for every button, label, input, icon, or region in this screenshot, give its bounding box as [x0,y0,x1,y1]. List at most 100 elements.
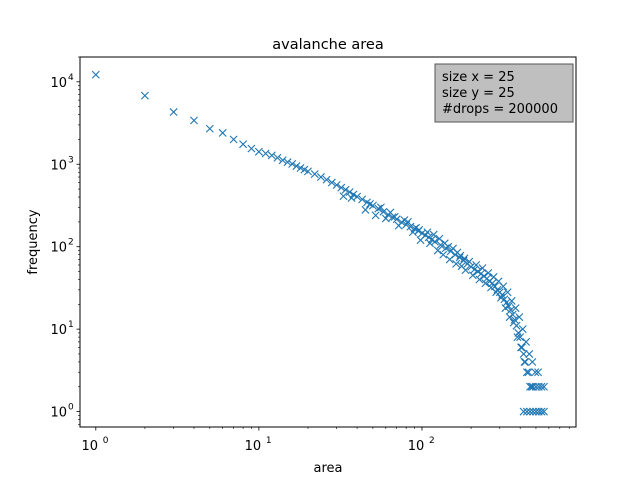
data-point [218,128,227,137]
data-point [91,70,100,79]
data-point [288,159,297,168]
data-point [517,343,526,352]
data-point [499,282,508,291]
data-point [341,185,350,194]
data-point [273,153,282,162]
data-point [478,264,487,273]
data-point [316,173,325,182]
data-point [267,151,276,160]
data-point [529,382,538,391]
x-tick-label: 10 [245,439,262,454]
y-tick-label: 10 [50,158,67,173]
data-point [416,236,425,245]
chart-title: avalanche area [272,37,383,53]
annotation-background [434,63,574,123]
data-point [522,368,531,377]
data-point [481,279,490,288]
data-point [503,288,512,297]
x-tick-exponent: 1 [266,436,272,446]
data-point [441,244,450,253]
data-point [521,357,530,366]
data-point [426,239,434,248]
data-point [524,368,533,377]
data-point [539,382,548,391]
data-point [322,175,331,184]
data-point [456,251,465,260]
data-point [505,313,514,322]
data-point [461,266,470,275]
plot-area-frame [79,56,577,428]
y-tick-exponent: 2 [68,238,74,248]
data-point [455,253,464,262]
data-point [439,250,448,259]
data-point [444,242,453,251]
data-point [468,271,477,280]
data-point [278,156,287,165]
data-point [513,333,522,342]
data-point [525,349,534,358]
data-point [537,407,546,416]
data-point [365,199,374,208]
x-tick-label: 10 [408,439,425,454]
y-tick-exponent: 0 [68,403,74,413]
data-point [390,212,399,221]
data-point [445,255,454,264]
data-point [452,259,461,268]
data-point [408,228,417,237]
data-point [515,313,524,322]
data-point [347,193,356,202]
data-point [332,181,341,190]
data-point [475,275,484,284]
y-tick-exponent: 3 [68,155,74,165]
data-point [292,162,301,171]
data-point [310,170,319,179]
data-point [528,357,537,366]
data-point [467,262,476,271]
data-point [526,407,535,416]
data-point [526,382,535,391]
x-axis-ticks: 10 0 10 1 10 2 [82,427,570,454]
data-point [429,230,438,239]
data-point [229,135,238,144]
data-point [433,246,442,255]
data-point [140,91,149,100]
data-point [539,407,548,416]
data-point [374,204,383,213]
data-point [522,407,531,416]
data-point [507,296,516,305]
data-point [423,228,432,237]
data-point [403,217,412,226]
data-point [484,268,493,277]
data-point [531,368,540,377]
data-point [388,213,397,222]
data-point [520,357,529,366]
data-point [472,260,481,269]
y-axis-label: frequency [26,209,41,275]
x-axis-label: area [314,461,343,476]
data-point [460,254,469,263]
data-point [465,257,474,266]
data-point [327,178,336,187]
data-point [496,293,505,302]
data-point [254,147,263,156]
data-point [501,304,510,313]
data-point [498,290,507,299]
data-point [190,116,198,125]
data-point [339,192,348,201]
y-tick-label: 10 [50,241,67,256]
y-tick-label: 10 [50,76,67,91]
y-tick-label: 10 [50,406,67,421]
data-point [529,407,538,416]
data-point [430,237,439,246]
data-point [415,225,424,234]
data-point [337,183,346,192]
data-point [247,144,256,153]
data-point [358,195,367,204]
data-point [537,382,546,391]
data-point [371,211,380,220]
data-point [522,337,531,346]
data-point [345,188,354,197]
data-point [506,306,515,315]
